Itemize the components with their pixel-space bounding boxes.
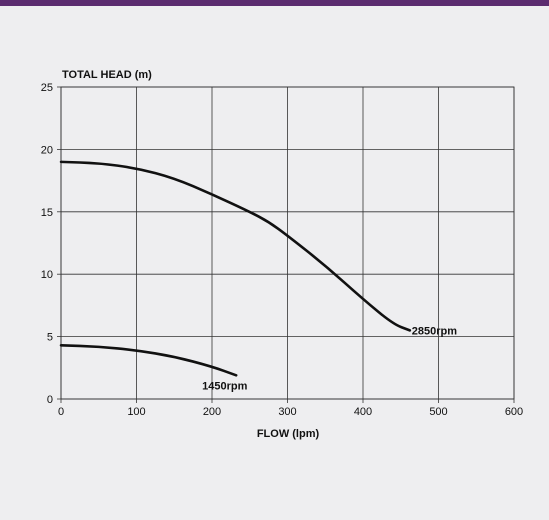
y-tick-label: 25 [41, 82, 53, 94]
y-tick-labels: 0 5 10 15 20 25 [41, 82, 53, 406]
grid-lines [57, 86, 515, 403]
x-tick-label: 300 [278, 406, 296, 418]
top-accent-bar [0, 0, 549, 6]
x-tick-label: 0 [58, 406, 64, 418]
y-tick-label: 20 [41, 144, 53, 156]
y-axis-title: TOTAL HEAD (m) [62, 69, 152, 81]
x-tick-label: 500 [429, 406, 447, 418]
x-tick-label: 100 [127, 406, 145, 418]
x-axis-title: FLOW (lpm) [257, 428, 320, 440]
plot-frame [60, 86, 515, 400]
series-label-2850rpm: 2850rpm [412, 325, 457, 337]
x-tick-label: 200 [203, 406, 221, 418]
y-tick-label: 10 [41, 269, 53, 281]
x-tick-label: 600 [505, 406, 523, 418]
series-label-1450rpm: 1450rpm [202, 380, 247, 392]
series-line-2850rpm [59, 160, 412, 332]
x-tick-labels: 0 100 200 300 400 500 600 [58, 406, 523, 418]
y-tick-label: 15 [41, 207, 53, 219]
y-tick-label: 0 [47, 394, 53, 406]
x-tick-label: 400 [354, 406, 372, 418]
series-group: 2850rpm 1450rpm [59, 160, 457, 392]
series-line-1450rpm [59, 344, 238, 377]
y-tick-label: 5 [47, 332, 53, 344]
